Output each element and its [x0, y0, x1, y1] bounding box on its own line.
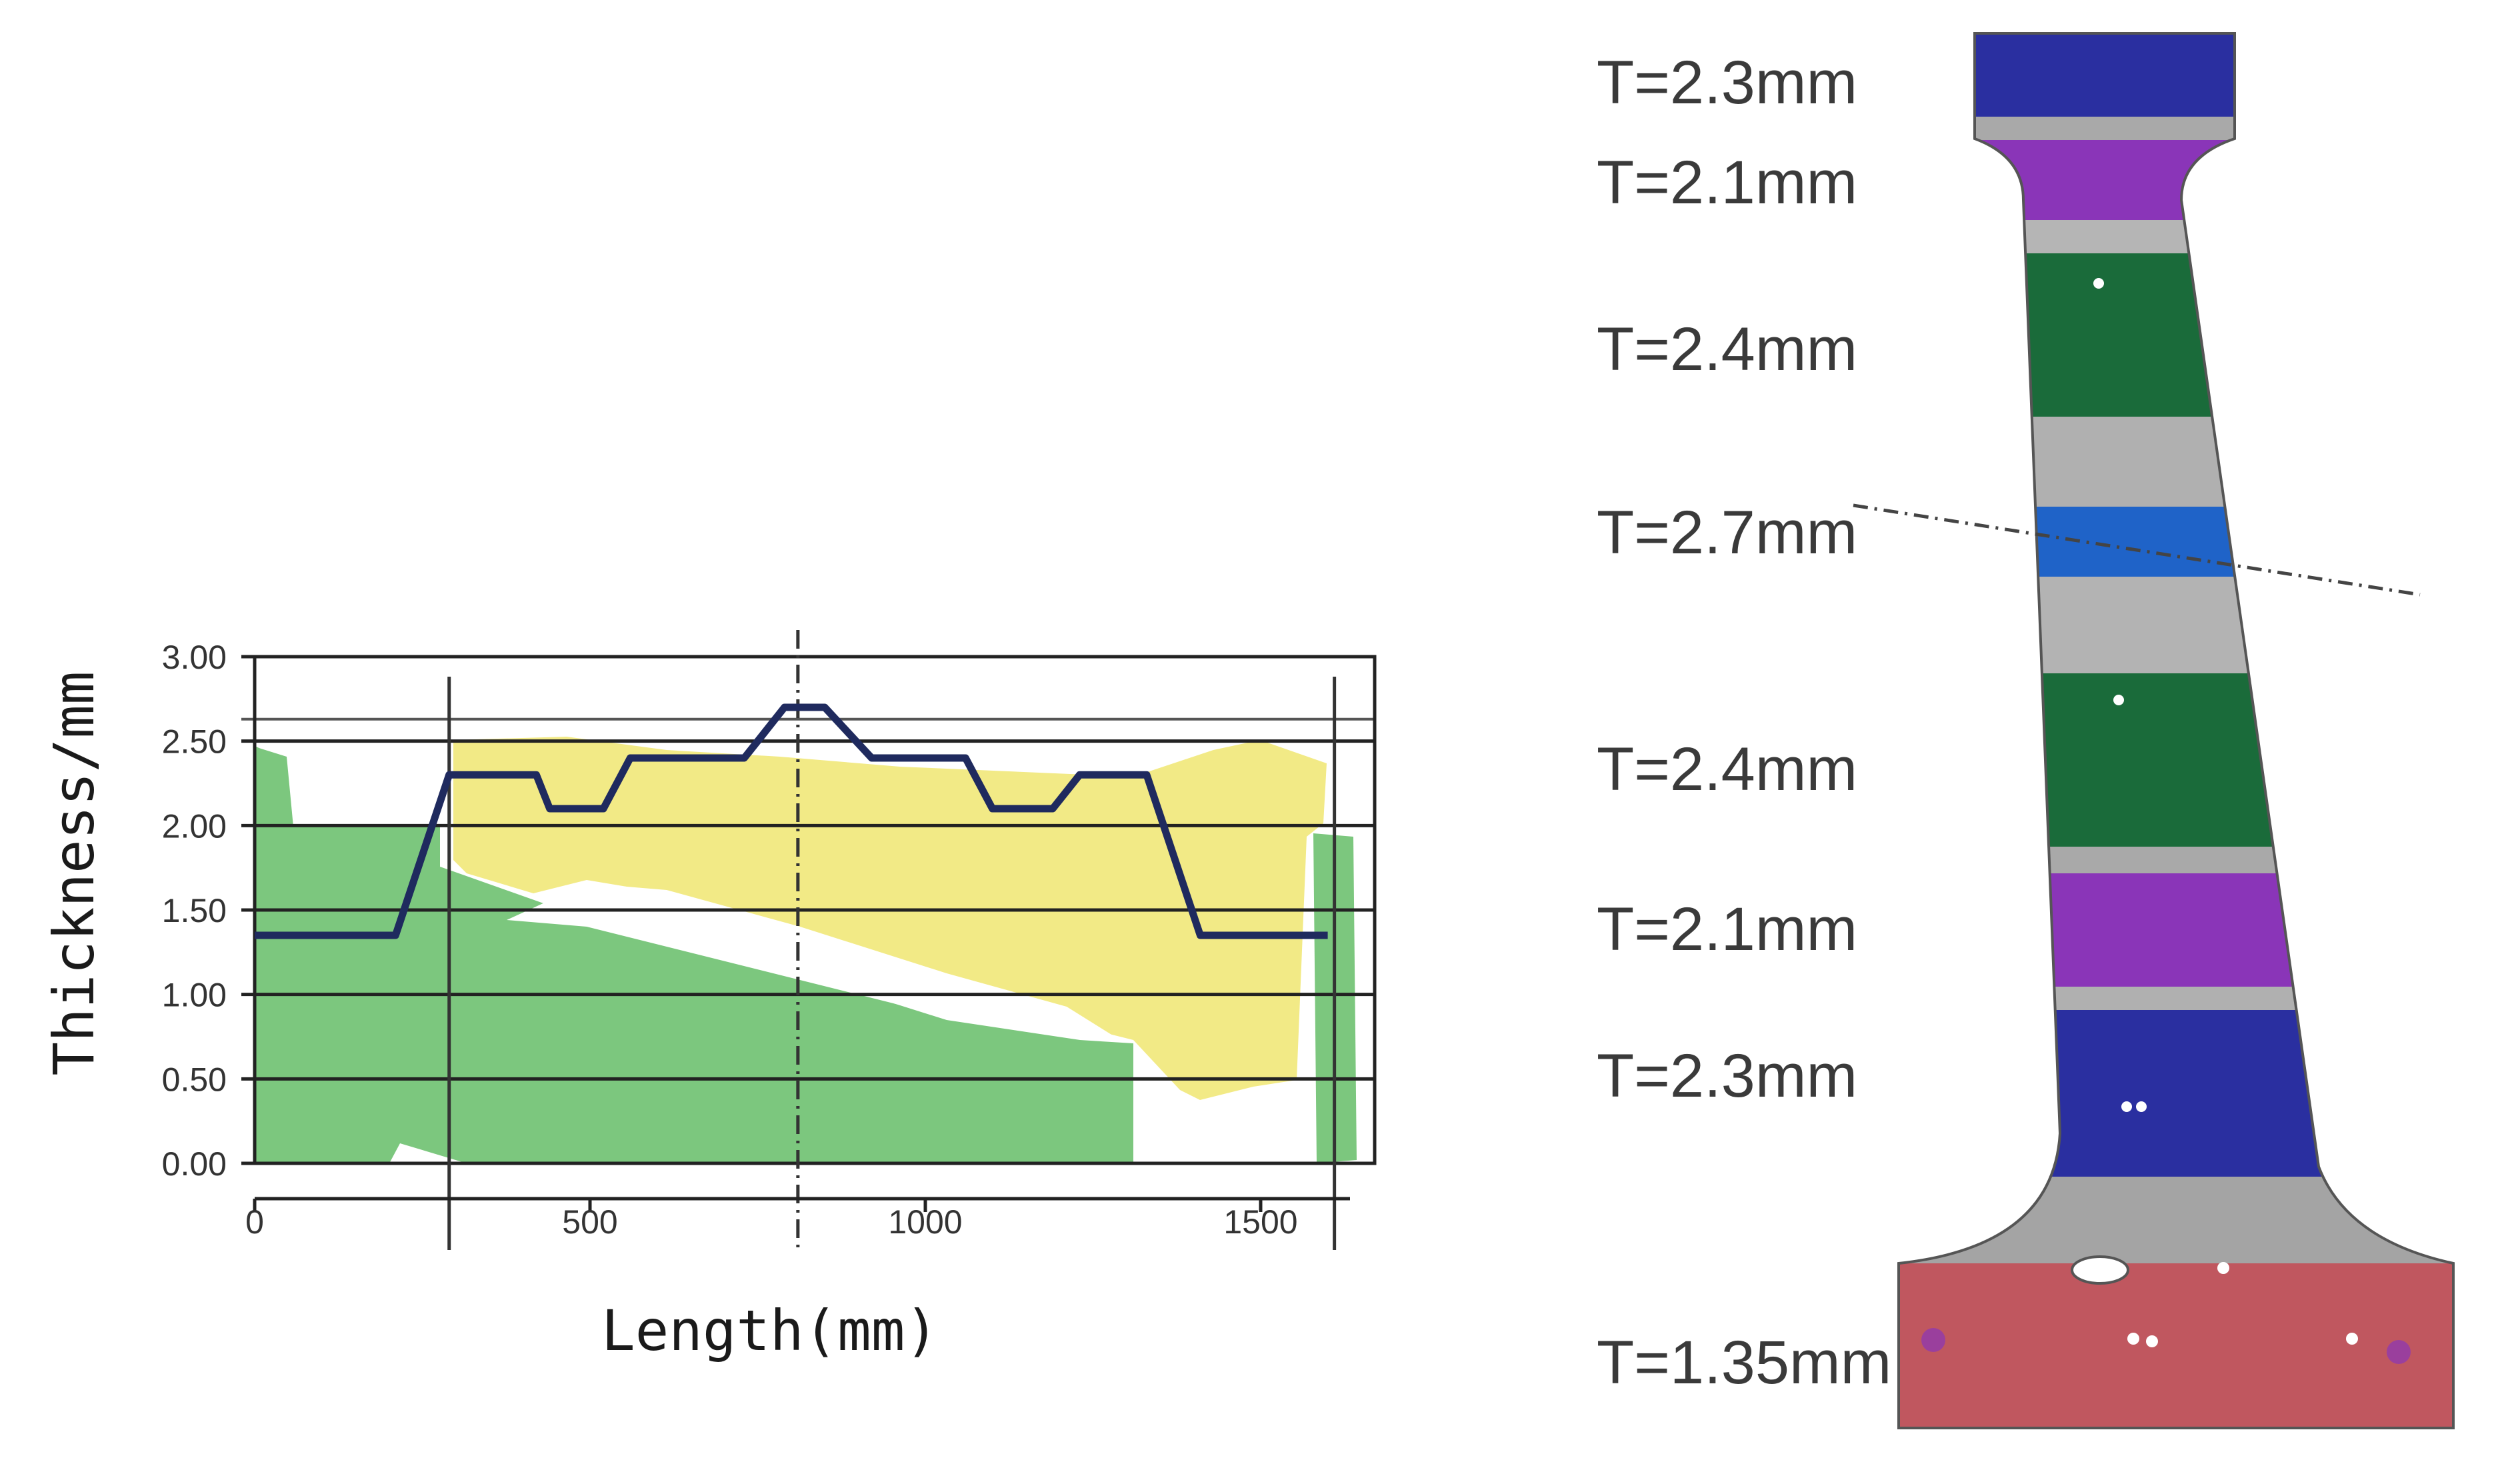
y-tick-label: 0.00: [162, 1145, 227, 1183]
y-tick-label: 1.00: [162, 977, 227, 1014]
contour-regions: [255, 737, 1357, 1163]
band-blue-low: [1899, 1010, 2453, 1180]
part-hole-purple: [2387, 1340, 2411, 1364]
part-hole: [2127, 1333, 2139, 1345]
thickness-label: T=2.4mm: [1597, 735, 1857, 803]
band-green-upper: [1899, 253, 2453, 420]
part-hole-oval: [2071, 1255, 2129, 1285]
thickness-label: T=2.1mm: [1597, 895, 1857, 963]
part-hole: [2346, 1333, 2358, 1345]
thickness-labels: T=2.3mm T=2.1mm T=2.4mm T=2.7mm T=2.4mm T=2.1…: [1597, 49, 1891, 1397]
part-hole: [2113, 695, 2124, 705]
band-purple-top: [1899, 140, 2453, 223]
section-cut-line: [1853, 503, 2421, 597]
x-tick-label: 1500: [1223, 1203, 1297, 1241]
white-gap: [507, 883, 1120, 1040]
thickness-label: T=2.3mm: [1597, 1042, 1857, 1110]
green-region-left: [255, 747, 1133, 1163]
band-green-lower: [1899, 673, 2453, 850]
x-tick-label: 0: [245, 1203, 264, 1241]
band-blue-mid: [1899, 507, 2453, 580]
x-axis-title: Length(mm): [601, 1298, 939, 1363]
x-ticks: 0 500 1000 1500: [245, 1199, 1298, 1241]
band-grey-4: [1899, 577, 2453, 677]
part-hole: [2217, 1262, 2229, 1274]
band-purple-low: [1899, 873, 2453, 990]
x-tick-label: 500: [562, 1203, 617, 1241]
series-line-thickness: [255, 703, 1328, 939]
thickness-label: T=2.3mm: [1597, 49, 1857, 117]
part-hole: [2136, 1101, 2147, 1112]
thickness-label: T=2.7mm: [1597, 499, 1857, 567]
y-tick-label: 1.50: [162, 892, 227, 929]
y-tick-label: 2.00: [162, 807, 227, 845]
part-hole: [2121, 1101, 2132, 1112]
band-grey-7: [1899, 1177, 2453, 1270]
thickness-label: T=2.1mm: [1597, 149, 1857, 217]
thickness-label: T=1.35mm: [1597, 1329, 1891, 1397]
thickness-label: T=2.4mm: [1597, 315, 1857, 383]
x-tick-label: 1000: [888, 1203, 962, 1241]
band-grey-3: [1899, 417, 2453, 510]
y-axis-title: Thickness/mm: [41, 671, 107, 1076]
part-outline: [1897, 32, 2455, 1429]
part-bands: [1899, 33, 2453, 1428]
y-ticks: 0.00 0.50 1.00 1.50 2.00 2.50 3.00: [162, 639, 227, 1183]
y-tick-label: 3.00: [162, 639, 227, 676]
band-grey-6: [1899, 987, 2453, 1013]
band-grey-5: [1899, 847, 2453, 877]
part-hole: [2146, 1335, 2158, 1347]
part-hole: [2093, 278, 2104, 289]
thickness-chart: 0 500 1000 1500 0.00 0.50 1.00 1.50 2.00 2.50 3.0…: [41, 630, 1377, 1363]
band-bottom-red: [1899, 1263, 2453, 1428]
y-tick-label: 0.50: [162, 1061, 227, 1098]
plot-frame: [253, 655, 1377, 1165]
pillar-part-illustration: T=2.3mm T=2.1mm T=2.4mm T=2.7mm T=2.4mm T=2.1…: [1597, 32, 2455, 1429]
green-sliver-left: [255, 745, 263, 1163]
y-tick-label: 2.50: [162, 723, 227, 761]
band-grey-2: [1899, 220, 2453, 257]
yellow-region: [453, 737, 1327, 1100]
part-hole-purple: [1921, 1328, 1945, 1352]
